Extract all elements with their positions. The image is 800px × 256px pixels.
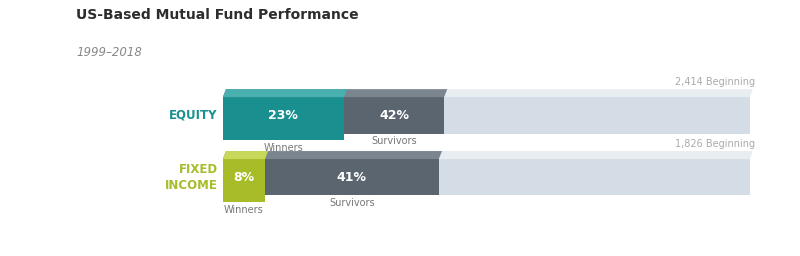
Text: 1,826 Beginning: 1,826 Beginning xyxy=(675,139,755,149)
FancyBboxPatch shape xyxy=(223,159,439,196)
Polygon shape xyxy=(223,151,268,159)
FancyBboxPatch shape xyxy=(223,97,444,134)
Text: US-Based Mutual Fund Performance: US-Based Mutual Fund Performance xyxy=(76,8,358,22)
Polygon shape xyxy=(223,151,442,159)
FancyBboxPatch shape xyxy=(223,97,344,140)
Text: Survivors: Survivors xyxy=(371,136,417,146)
Text: Survivors: Survivors xyxy=(329,198,374,208)
Text: 1999–2018: 1999–2018 xyxy=(76,46,142,59)
Text: Winners: Winners xyxy=(263,143,303,153)
Text: 2,414 Beginning: 2,414 Beginning xyxy=(675,77,755,87)
Text: 42%: 42% xyxy=(379,109,409,122)
Polygon shape xyxy=(223,151,753,159)
Polygon shape xyxy=(223,89,347,97)
Text: 23%: 23% xyxy=(269,109,298,122)
Text: EQUITY: EQUITY xyxy=(169,109,218,122)
Text: Winners: Winners xyxy=(224,205,264,215)
Polygon shape xyxy=(223,89,753,97)
Text: FIXED
INCOME: FIXED INCOME xyxy=(165,163,218,192)
Text: 8%: 8% xyxy=(234,171,254,184)
Polygon shape xyxy=(223,89,447,97)
FancyBboxPatch shape xyxy=(223,159,750,196)
Text: 41%: 41% xyxy=(337,171,367,184)
FancyBboxPatch shape xyxy=(223,159,265,202)
FancyBboxPatch shape xyxy=(223,97,750,134)
